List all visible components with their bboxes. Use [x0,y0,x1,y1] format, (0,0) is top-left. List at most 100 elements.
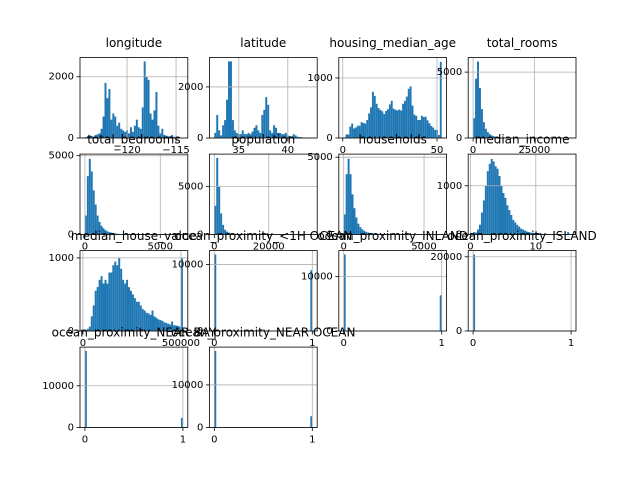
bar [364,123,367,138]
bar [347,134,350,138]
subplot-title: ocean_proximity_INLAND [317,229,468,243]
bar [518,226,521,235]
bar [180,257,183,331]
bar [506,205,509,235]
bar [404,100,406,138]
y-tick-label: 0 [456,326,462,337]
y-tick-label: 0 [68,230,74,241]
bar [294,135,297,138]
bar [343,214,346,235]
subplot: 0 25000 0 5000 [437,57,577,156]
bar [512,219,515,235]
bar [370,107,372,138]
subplot-title: latitude [240,36,286,50]
bar [415,115,418,138]
bar [473,232,476,235]
bar [482,200,485,235]
bar [510,215,513,235]
bar [343,254,346,331]
bar [400,110,403,138]
x-tick-label: 0 [82,242,88,253]
x-tick-label: 0 [340,145,346,156]
x-tick-label: 0 [470,145,476,156]
bar [153,110,156,138]
axes-frame [338,153,447,235]
bar [96,134,99,138]
axes-frame [338,250,447,332]
subplot: 35 40 0 2000 [178,57,318,156]
bar [110,272,113,331]
bar [96,215,99,235]
bar [310,416,313,428]
bar [430,126,433,138]
bar [284,132,287,138]
bar [98,221,101,235]
bar [290,136,293,138]
bar [253,127,256,138]
bar [98,279,101,331]
bar [222,125,225,138]
bar [520,228,523,235]
bar [243,134,246,138]
bar [494,166,497,235]
subplot-title: ocean_proximity_NEAR OCEAN [171,326,355,340]
bar [226,99,229,138]
bar [473,118,476,138]
bar [477,61,479,138]
bar [490,158,493,235]
subplot: 0 5000 0 5000 [307,152,447,253]
subplot-title: median_income [475,133,570,147]
x-tick-label: 0 [341,338,347,349]
bar [531,232,534,235]
bar [535,233,538,235]
bar [392,108,395,138]
bar [128,133,130,138]
bar [231,120,234,138]
bar [106,231,109,235]
bar [371,91,374,138]
y-tick-label: 2000 [178,82,203,93]
bar [373,233,376,235]
bar [108,232,111,235]
x-tick-label: 1 [309,435,315,446]
bar [413,114,416,138]
bar [439,295,442,331]
bar [129,127,132,138]
axes-background [468,57,576,138]
bar [108,272,111,331]
bar [165,322,168,331]
bar [220,135,223,138]
bar [141,309,144,331]
bar [100,128,103,138]
bar [273,125,276,138]
bar [159,133,162,138]
subplot-title: total_bedrooms [87,133,180,147]
bar [90,316,93,331]
bar [86,176,89,235]
bar [233,130,236,138]
subplot: −120 −115 0 2000 [49,57,190,156]
bar [163,322,166,331]
bar [419,120,421,138]
subplot: 0 5000 0 5000 [49,151,189,253]
bar [241,130,244,138]
bar [527,232,530,235]
bar [271,132,274,138]
bar [139,128,142,138]
bar [355,217,358,235]
bar [420,115,423,138]
bar [177,325,179,331]
bar [368,113,371,138]
bar [480,109,483,138]
y-tick-label: 0 [456,133,462,144]
axes-frame [467,57,577,139]
bar [278,132,281,138]
bar [508,210,511,235]
bar [255,125,258,138]
bar [358,125,361,138]
bar [492,161,495,235]
axes-frame [79,250,189,332]
bar [104,230,107,235]
bar [356,125,359,138]
subplot-title: longitude [106,36,163,50]
